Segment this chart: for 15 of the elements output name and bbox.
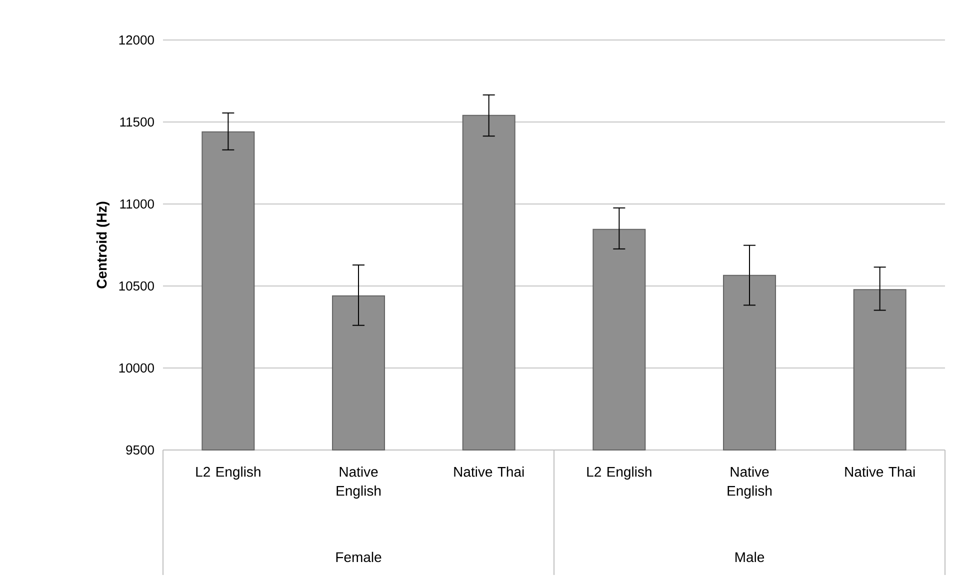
y-tick-label: 9500 <box>126 445 154 455</box>
y-axis-title: Centroid (Hz) <box>96 202 110 288</box>
y-tick-label: 11500 <box>120 117 154 127</box>
x-tick-label: Native English <box>336 466 381 499</box>
y-tick-label: 10500 <box>119 281 154 291</box>
y-tick-label: 11000 <box>120 199 154 209</box>
text: Male <box>735 552 764 562</box>
x-tick-label: L2 English <box>587 466 652 480</box>
x-tick-label: L2 English <box>196 466 260 480</box>
x-tick-label: Native English <box>728 466 772 499</box>
text: Female <box>336 552 382 562</box>
y-tick-label: 10000 <box>119 363 154 373</box>
x-tick-label: Native Thai <box>454 466 524 477</box>
x-tick-label: Native Thai <box>845 466 915 477</box>
y-tick-label: 12000 <box>119 35 154 45</box>
